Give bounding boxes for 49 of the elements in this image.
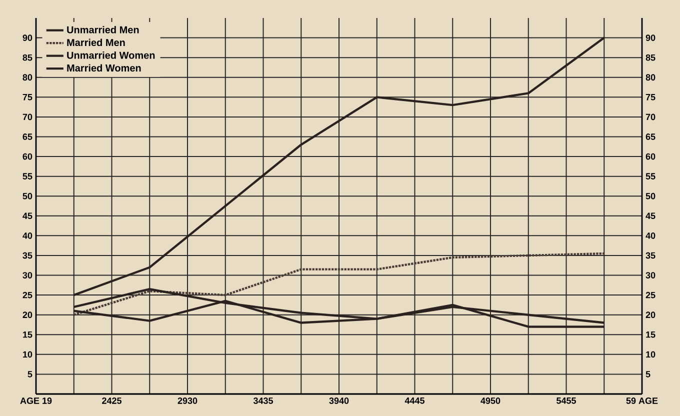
y2-tick-label: 90 xyxy=(646,34,656,41)
y2-tick-label: 20 xyxy=(646,312,656,318)
y-tick-label: 20 xyxy=(22,312,32,318)
y-tick-label: 60 xyxy=(22,153,32,160)
y2-tick-label: 85 xyxy=(646,54,656,61)
y2-tick-label: 45 xyxy=(646,212,656,220)
y-tick-label: 15 xyxy=(23,331,32,338)
y-tick-label: 50 xyxy=(22,192,32,200)
y-tick-label: 80 xyxy=(22,74,32,81)
x-tick-label: 4950 xyxy=(480,398,500,404)
x-tick-label: 2425 xyxy=(102,398,122,404)
y-tick-label: 35 xyxy=(22,252,32,259)
x-tick-label: 4445 xyxy=(404,398,425,404)
y-tick-label: 30 xyxy=(22,272,32,278)
legend-label: Unmarried Women xyxy=(67,51,155,59)
y-tick-label: 70 xyxy=(22,114,32,120)
legend-label: Married Women xyxy=(67,64,141,72)
y2-tick-label: 15 xyxy=(646,331,656,338)
legend-label: Married Men xyxy=(67,38,125,46)
y-tick-label: 25 xyxy=(22,292,32,298)
y2-tick-label: 50 xyxy=(646,192,656,200)
y-tick-label: 45 xyxy=(22,212,32,220)
x-tick-label: 3940 xyxy=(329,398,349,404)
y-tick-label: 10 xyxy=(23,351,32,358)
y2-tick-label: 75 xyxy=(646,94,656,100)
y2-tick-label: 10 xyxy=(646,351,656,358)
y2-tick-label: 25 xyxy=(646,292,656,298)
y2-tick-label: 60 xyxy=(646,153,656,160)
y2-tick-label: 40 xyxy=(646,232,656,239)
y2-tick-label: 35 xyxy=(646,252,656,259)
y2-tick-label: 5 xyxy=(646,371,650,378)
x-tick-label: 3435 xyxy=(253,398,274,404)
x-tick-label: 59 AGE xyxy=(626,398,658,404)
y2-tick-label: 55 xyxy=(646,173,656,180)
x-tick-label: 2930 xyxy=(178,398,198,404)
y-tick-label: 90 xyxy=(22,34,32,41)
x-tick-label: AGE 19 xyxy=(20,398,52,404)
y-tick-label: 85 xyxy=(22,54,32,61)
y2-tick-label: 30 xyxy=(646,272,656,278)
y-tick-label: 75 xyxy=(22,94,32,100)
y-tick-label: 65 xyxy=(22,134,32,140)
legend-label: Unmarried Men xyxy=(67,26,139,34)
y2-tick-label: 80 xyxy=(646,74,656,81)
y-tick-label: 5 xyxy=(28,371,32,378)
y2-tick-label: 70 xyxy=(646,114,656,120)
x-tick-label: 5455 xyxy=(556,398,576,404)
y-tick-label: 55 xyxy=(22,173,32,180)
y2-tick-label: 65 xyxy=(646,134,656,140)
y-tick-label: 40 xyxy=(22,232,32,239)
